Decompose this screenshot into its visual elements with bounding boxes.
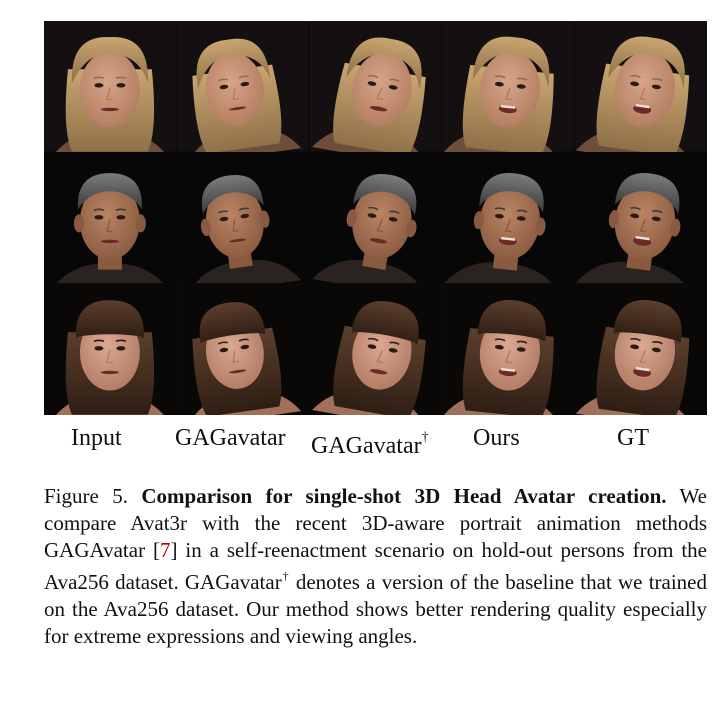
face-image-young-woman-col1 [44, 284, 176, 415]
face-image-young-woman-col2 [176, 284, 309, 415]
caption-text-part-3: denotes a version of the baseline that w… [44, 570, 707, 648]
column-label-ours: Ours [473, 425, 520, 451]
caption-title: Comparison for single-shot 3D Head Avata… [141, 484, 667, 508]
face-image-older-man-col4 [442, 152, 575, 284]
caption-text-part-1: We compare Avat3r with the recent 3D-awa… [44, 484, 707, 562]
citation-link[interactable]: 7 [159, 537, 171, 562]
caption-dagger: † [281, 569, 290, 584]
column-label-gagavatar-retrained: GAGavatar† [311, 430, 429, 459]
dagger-superscript: † [421, 430, 429, 445]
face-image-blonde-woman-col2 [176, 21, 309, 152]
face-image-blonde-woman-col5 [575, 21, 707, 152]
face-image-young-woman-col4 [442, 284, 575, 415]
column-label-input: Input [71, 425, 122, 451]
face-image-young-woman-col3 [309, 284, 442, 415]
face-image-older-man-col5 [575, 152, 707, 284]
face-image-blonde-woman-col4 [442, 21, 575, 152]
face-image-older-man-col3 [309, 152, 442, 284]
comparison-image-grid [44, 21, 707, 415]
face-image-older-man-col1 [44, 152, 176, 284]
face-image-blonde-woman-col3 [309, 21, 442, 152]
face-image-blonde-woman-col1 [44, 21, 176, 152]
face-image-young-woman-col5 [575, 284, 707, 415]
figure-number: Figure 5. [44, 484, 128, 508]
column-label-gt: GT [617, 425, 649, 451]
caption-text-part-2: ] in a self-reenactment scenario on hold… [44, 537, 707, 595]
column-label-gagavatar: GAGavatar [175, 425, 286, 451]
face-image-older-man-col2 [176, 152, 309, 284]
figure-caption: Figure 5. Comparison for single-shot 3D … [44, 483, 707, 650]
